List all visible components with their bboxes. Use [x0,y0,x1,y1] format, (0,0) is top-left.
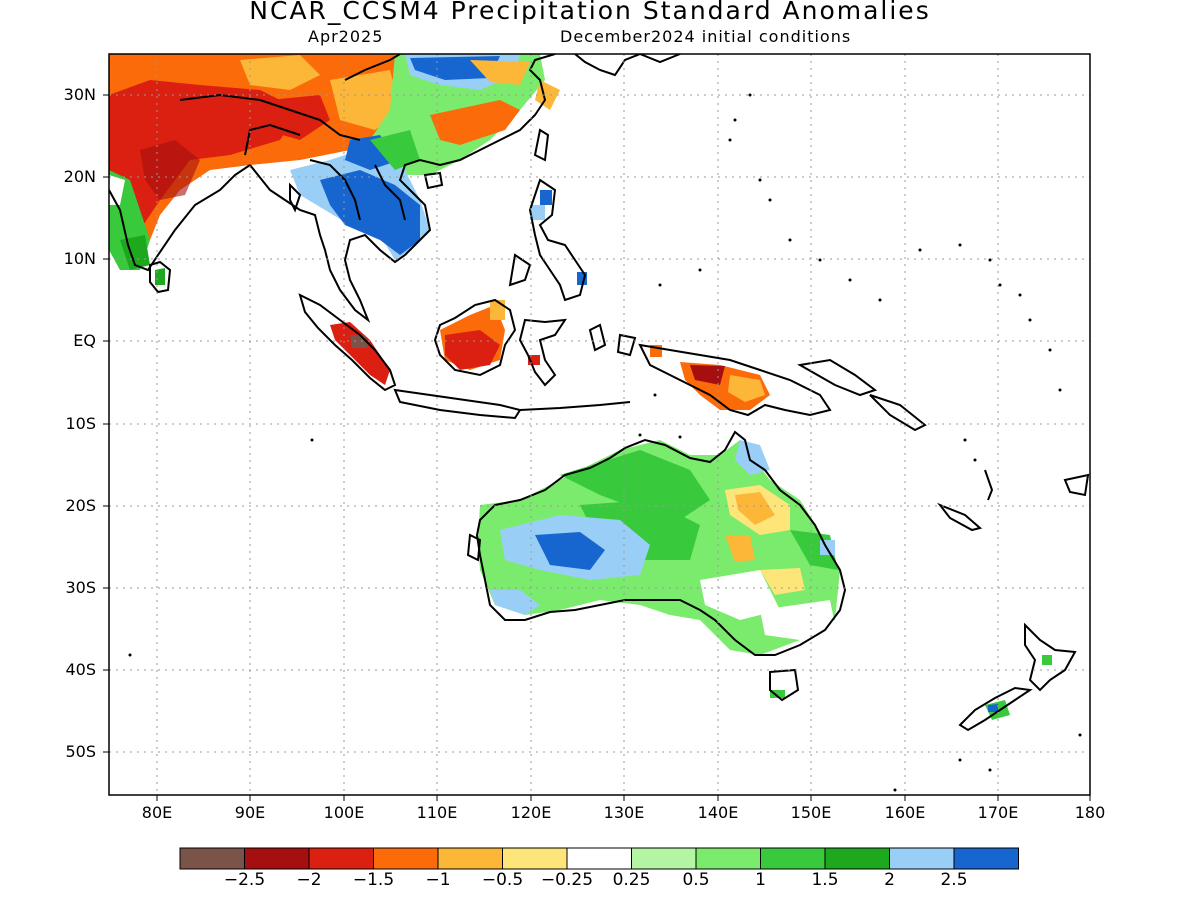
colorbar-label: −2.5 [223,870,266,890]
colorbar-swatch [695,847,761,870]
lon-label: 140E [697,803,739,822]
colorbar-swatch [502,847,568,870]
colorbar-label: 1 [755,870,766,890]
colorbar-label: 2.5 [940,870,968,890]
colorbar-label: −1.5 [352,870,395,890]
lat-label: 50S [65,742,96,761]
colorbar-swatch [631,847,697,870]
colorbar-label: −1 [425,870,451,890]
lon-label: 160E [884,803,926,822]
anomaly-field [109,54,1052,720]
lon-label: 80E [141,803,173,822]
forecast-month: Apr2025 [308,27,384,46]
initial-conditions: December2024 initial conditions [560,27,852,46]
colorbar-swatch [953,847,1019,870]
graticule [109,54,1090,795]
lon-label: 100E [323,803,365,822]
colorbar-label: −2 [296,870,322,890]
colorbar-label: 0.25 [612,870,651,890]
axis-ticks [103,94,1091,801]
colorbar-swatch [437,847,503,870]
colorbar-swatch [566,847,632,870]
lon-label: 180 [1074,803,1106,822]
map-title: NCAR_CCSM4 Precipitation Standard Anomal… [249,0,931,25]
colorbar-swatch [244,847,310,870]
colorbar [179,847,1019,870]
lat-label: 30N [63,85,96,104]
lat-label: 30S [65,578,96,597]
lat-label: 40S [65,660,96,679]
lon-label: 130E [603,803,645,822]
colorbar-label: 1.5 [811,870,839,890]
colorbar-label: 2 [884,870,895,890]
colorbar-label: −0.5 [481,870,524,890]
lat-label: 20N [63,167,96,186]
colorbar-swatch [889,847,955,870]
colorbar-swatch [373,847,439,870]
lat-label: EQ [73,331,96,350]
colorbar-swatch [824,847,890,870]
colorbar-label: 0.5 [682,870,710,890]
lon-label: 110E [416,803,458,822]
lon-label: 90E [234,803,266,822]
map-frame [108,53,1091,796]
colorbar-swatch [760,847,826,870]
small-islands [128,93,1082,792]
colorbar-label: −0.25 [540,870,594,890]
lon-label: 170E [977,803,1019,822]
lat-label: 10S [65,414,96,433]
lon-label: 120E [510,803,552,822]
coastlines [109,54,1090,732]
colorbar-swatch [179,847,245,870]
lat-label: 10N [63,249,96,268]
colorbar-swatch [308,847,374,870]
lon-label: 150E [790,803,832,822]
lat-label: 20S [65,496,96,515]
